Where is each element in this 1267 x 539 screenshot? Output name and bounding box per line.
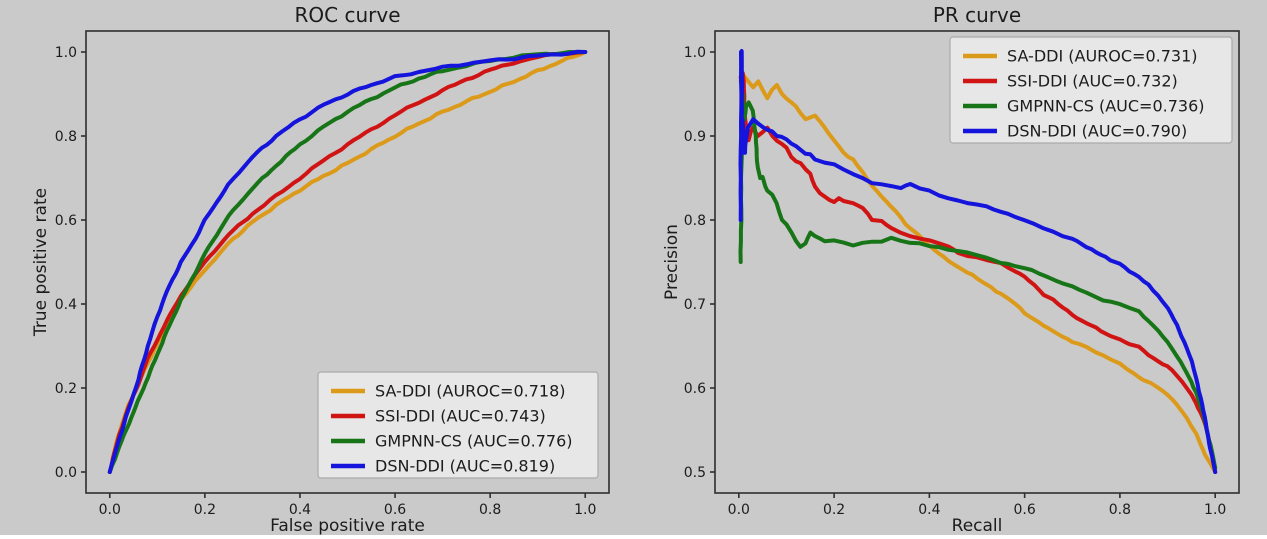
x-axis-label: Recall [952, 516, 1003, 535]
x-tick-label: 0.0 [728, 502, 750, 518]
y-tick-label: 0.0 [55, 465, 77, 481]
x-axis-label: False positive rate [270, 516, 425, 535]
x-tick-label: 0.8 [479, 502, 501, 518]
legend: SA-DDI (AUROC=0.718) SSI-DDI (AUC=0.743) G… [317, 371, 599, 479]
legend-box [949, 36, 1233, 144]
curve-ssi-ddi [107, 50, 588, 474]
roc-title: ROC curve [295, 3, 401, 27]
y-tick-label: 0.6 [684, 381, 706, 397]
y-tick-label: 0.9 [684, 129, 706, 145]
y-tick-label: 0.8 [684, 213, 706, 229]
axes-spines [714, 30, 1240, 494]
pr-chart: 0.0 0.2 0.4 0.6 0.8 1.0 0.5 0.6 0.7 0.8 0.9 1.0 PR c… [662, 3, 1240, 536]
legend-entry-label: GMPNN-CS (AUC=0.736) [1007, 97, 1205, 116]
x-tick-label: 0.4 [918, 502, 940, 518]
x-tick-label: 0.6 [1014, 502, 1036, 518]
legend-entry-label: SA-DDI (AUROC=0.718) [375, 382, 566, 401]
y-tick-label: 1.0 [684, 45, 706, 61]
legend-entry-label: SA-DDI (AUROC=0.731) [1007, 47, 1198, 66]
curve-gmpnn-cs [107, 50, 588, 474]
legend-entry-label: DSN-DDI (AUC=0.790) [1007, 122, 1187, 141]
x-tick-label: 0.0 [99, 502, 121, 518]
legend-entry-label: SSI-DDI (AUC=0.732) [1007, 72, 1178, 91]
x-tick-label: 1.0 [1204, 502, 1226, 518]
legend-entry-label: SSI-DDI (AUC=0.743) [375, 407, 546, 426]
y-tick-label: 0.4 [55, 297, 77, 313]
x-tick-label: 0.2 [823, 502, 845, 518]
x-tick-label: 0.4 [289, 502, 311, 518]
legend: SA-DDI (AUROC=0.731) SSI-DDI (AUC=0.732) G… [949, 36, 1233, 144]
pr-title: PR curve [933, 3, 1021, 27]
curve-ssi-ddi [738, 71, 1218, 474]
y-tick-label: 0.5 [684, 465, 706, 481]
legend-entry-label: GMPNN-CS (AUC=0.776) [375, 432, 573, 451]
y-axis-label: Precision [662, 224, 682, 300]
legend-entry-label: DSN-DDI (AUC=0.819) [375, 457, 555, 476]
axes-spines [85, 30, 610, 494]
curve-sa-ddi [738, 71, 1218, 474]
x-tick-label: 0.6 [384, 502, 406, 518]
legend-box [317, 371, 599, 479]
y-tick-label: 0.6 [55, 213, 77, 229]
curve-dsn-ddi [107, 49, 588, 474]
x-tick-label: 1.0 [574, 502, 596, 518]
x-tick-label: 0.8 [1109, 502, 1131, 518]
y-tick-label: 1.0 [55, 45, 77, 61]
x-tick-label: 0.2 [194, 502, 216, 518]
y-tick-label: 0.2 [55, 381, 77, 397]
curve-dsn-ddi [738, 49, 1218, 474]
roc-chart: 0.0 0.2 0.4 0.6 0.8 1.0 0.0 0.2 0.4 0.6 0.8 1.0 ROC … [31, 3, 610, 536]
y-tick-label: 0.7 [684, 297, 706, 313]
y-axis-label: True positive rate [31, 188, 51, 337]
y-tick-label: 0.8 [55, 129, 77, 145]
